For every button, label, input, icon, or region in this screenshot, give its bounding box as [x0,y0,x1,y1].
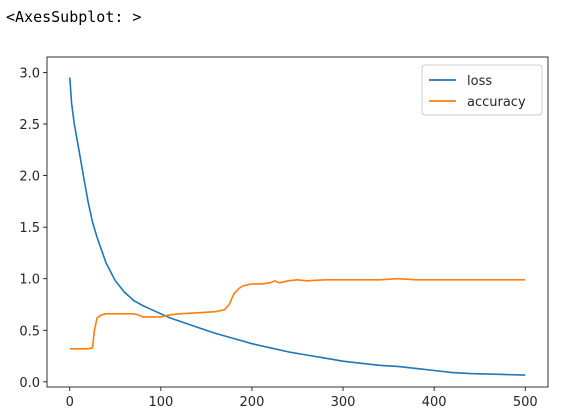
x-tick-label: 0 [66,395,74,410]
legend-label-loss: loss [467,74,492,89]
x-tick-label: 400 [422,395,447,410]
y-tick-label: 3.0 [19,66,40,81]
x-tick-label: 300 [331,395,356,410]
x-tick-label: 200 [240,395,265,410]
x-tick-label: 500 [513,395,538,410]
x-tick-label: 100 [148,395,173,410]
y-tick-label: 2.0 [19,170,40,185]
y-tick-label: 1.0 [19,273,40,288]
y-tick-label: 0.0 [19,376,40,391]
y-tick-label: 0.5 [19,324,40,339]
series-line-accuracy [70,279,525,349]
legend-label-accuracy: accuracy [467,95,526,110]
y-tick-label: 2.5 [19,118,40,133]
series-line-loss [70,78,525,376]
y-tick-label: 1.5 [19,221,40,236]
